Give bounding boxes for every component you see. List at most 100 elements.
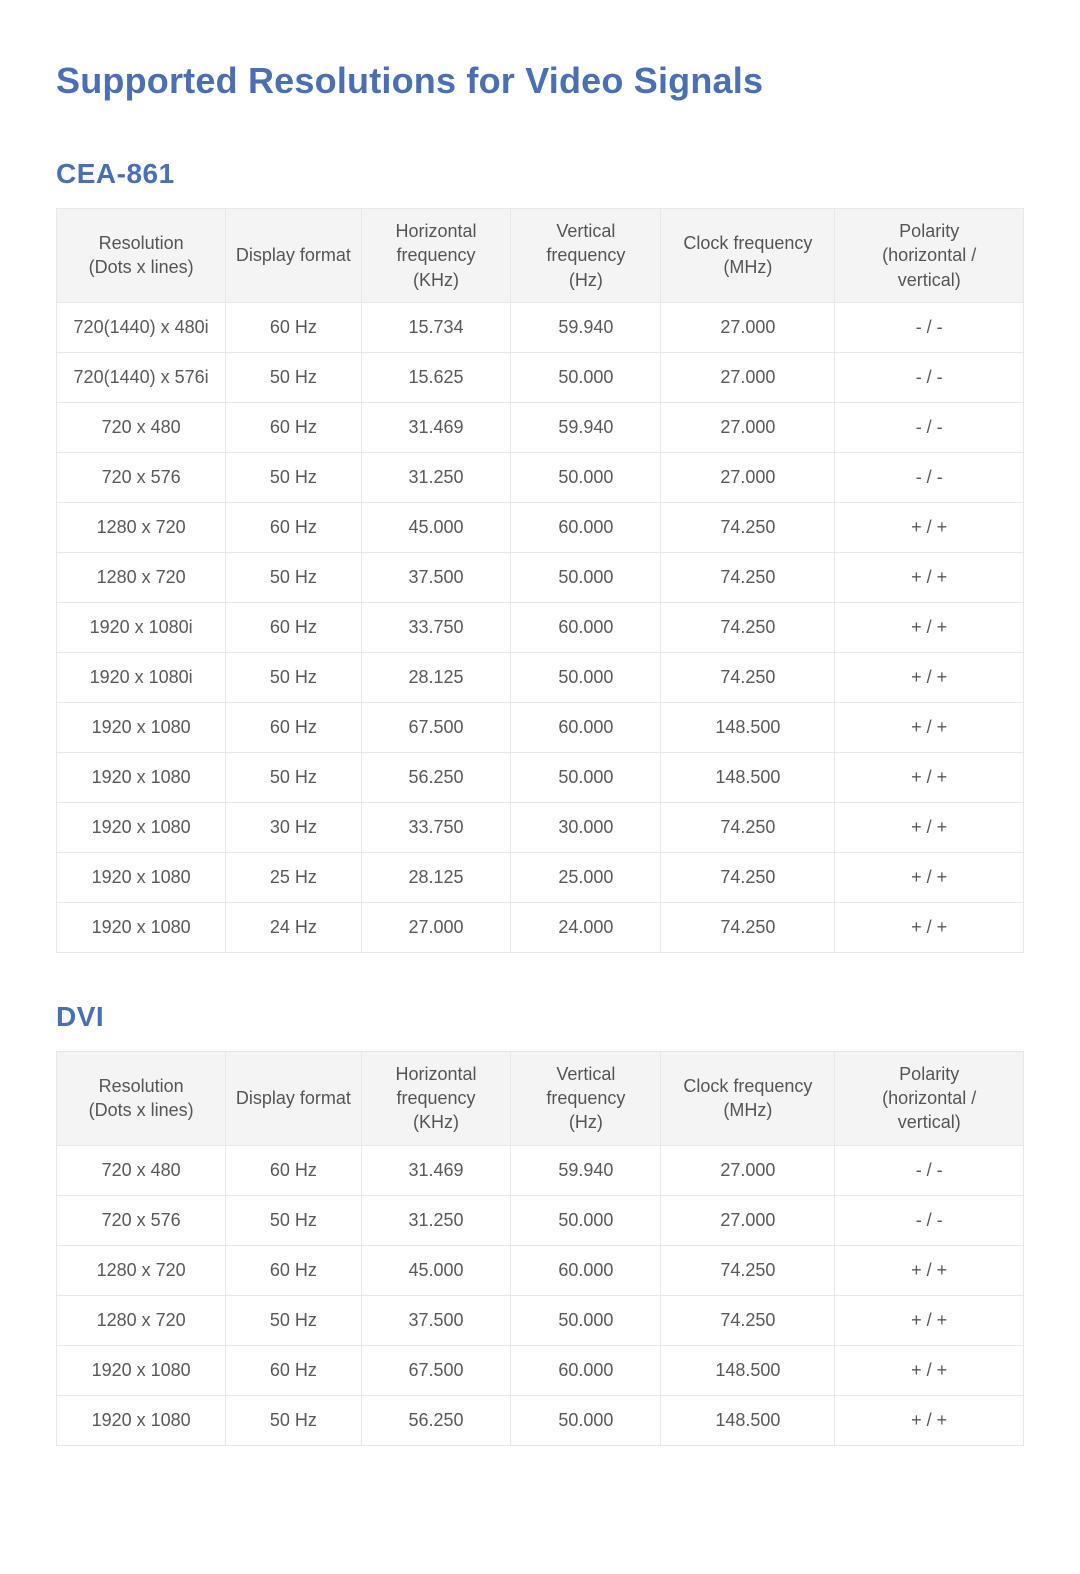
table-cell: 148.500 <box>661 1395 835 1445</box>
table-row: 1280 x 72050 Hz37.50050.00074.250+ / + <box>57 552 1024 602</box>
table-cell: 45.000 <box>361 502 511 552</box>
table-cell: 74.250 <box>661 902 835 952</box>
table-cell: 15.734 <box>361 302 511 352</box>
table-cell: + / + <box>835 1345 1024 1395</box>
table-cell: + / + <box>835 1395 1024 1445</box>
table-cell: 25.000 <box>511 852 661 902</box>
table-cell: 30.000 <box>511 802 661 852</box>
table-cell: 1920 x 1080 <box>57 1395 226 1445</box>
table-cell: 74.250 <box>661 802 835 852</box>
table-cell: 28.125 <box>361 652 511 702</box>
table-cell: 50.000 <box>511 652 661 702</box>
table-cell: 33.750 <box>361 602 511 652</box>
table-cell: + / + <box>835 902 1024 952</box>
column-header: Resolution(Dots x lines) <box>57 1051 226 1145</box>
table-cell: 720(1440) x 576i <box>57 352 226 402</box>
table-cell: 56.250 <box>361 752 511 802</box>
table-cell: 74.250 <box>661 1245 835 1295</box>
table-cell: 60 Hz <box>226 1245 361 1295</box>
table-cell: 27.000 <box>661 302 835 352</box>
table-cell: 37.500 <box>361 1295 511 1345</box>
table-cell: 1280 x 720 <box>57 552 226 602</box>
table-cell: 60.000 <box>511 702 661 752</box>
table-cell: 50.000 <box>511 1295 661 1345</box>
table-cell: 50.000 <box>511 452 661 502</box>
table-cell: 37.500 <box>361 552 511 602</box>
table-cell: + / + <box>835 752 1024 802</box>
table-row: 1920 x 108050 Hz56.25050.000148.500+ / + <box>57 752 1024 802</box>
table-cell: 50.000 <box>511 1195 661 1245</box>
table-cell: 15.625 <box>361 352 511 402</box>
table-cell: 60 Hz <box>226 1345 361 1395</box>
table-cell: 31.250 <box>361 1195 511 1245</box>
table-cell: + / + <box>835 852 1024 902</box>
table-cell: - / - <box>835 352 1024 402</box>
column-header: Polarity(horizontal /vertical) <box>835 1051 1024 1145</box>
table-cell: 74.250 <box>661 502 835 552</box>
table-cell: 60 Hz <box>226 602 361 652</box>
table-cell: 60 Hz <box>226 702 361 752</box>
column-header: Horizontalfrequency(KHz) <box>361 209 511 303</box>
table-cell: + / + <box>835 652 1024 702</box>
table-cell: 60.000 <box>511 1345 661 1395</box>
column-header: Polarity(horizontal /vertical) <box>835 209 1024 303</box>
table-cell: 1920 x 1080 <box>57 752 226 802</box>
table-cell: - / - <box>835 1195 1024 1245</box>
column-header: Verticalfrequency(Hz) <box>511 1051 661 1145</box>
table-cell: 74.250 <box>661 552 835 602</box>
table-cell: 50 Hz <box>226 1295 361 1345</box>
column-header: Clock frequency(MHz) <box>661 209 835 303</box>
table-cell: 67.500 <box>361 1345 511 1395</box>
table-cell: 31.250 <box>361 452 511 502</box>
table-cell: 720 x 576 <box>57 1195 226 1245</box>
table-row: 720 x 48060 Hz31.46959.94027.000- / - <box>57 1145 1024 1195</box>
table-cell: 74.250 <box>661 652 835 702</box>
table-cell: 60.000 <box>511 602 661 652</box>
table-cell: 1920 x 1080i <box>57 602 226 652</box>
table-cell: 45.000 <box>361 1245 511 1295</box>
table-cell: 74.250 <box>661 602 835 652</box>
table-cell: 25 Hz <box>226 852 361 902</box>
table-cell: 50.000 <box>511 352 661 402</box>
table-cell: 148.500 <box>661 1345 835 1395</box>
table-cell: 60.000 <box>511 1245 661 1295</box>
table-cell: 148.500 <box>661 702 835 752</box>
table-cell: + / + <box>835 552 1024 602</box>
table-cell: - / - <box>835 1145 1024 1195</box>
resolution-table: Resolution(Dots x lines)Display formatHo… <box>56 1051 1024 1446</box>
table-row: 720(1440) x 480i60 Hz15.73459.94027.000-… <box>57 302 1024 352</box>
column-header: Clock frequency(MHz) <box>661 1051 835 1145</box>
table-cell: 50 Hz <box>226 1195 361 1245</box>
table-row: 1920 x 108030 Hz33.75030.00074.250+ / + <box>57 802 1024 852</box>
column-header: Horizontalfrequency(KHz) <box>361 1051 511 1145</box>
table-cell: 31.469 <box>361 402 511 452</box>
table-cell: 60 Hz <box>226 302 361 352</box>
table-cell: 1920 x 1080 <box>57 902 226 952</box>
table-cell: 31.469 <box>361 1145 511 1195</box>
table-cell: 67.500 <box>361 702 511 752</box>
table-cell: 24.000 <box>511 902 661 952</box>
table-cell: 50 Hz <box>226 452 361 502</box>
table-cell: 50.000 <box>511 752 661 802</box>
column-header: Display format <box>226 1051 361 1145</box>
table-cell: + / + <box>835 602 1024 652</box>
table-row: 1280 x 72050 Hz37.50050.00074.250+ / + <box>57 1295 1024 1345</box>
table-row: 1920 x 108024 Hz27.00024.00074.250+ / + <box>57 902 1024 952</box>
table-cell: 50 Hz <box>226 552 361 602</box>
table-cell: 74.250 <box>661 852 835 902</box>
table-cell: - / - <box>835 302 1024 352</box>
table-cell: 1920 x 1080 <box>57 1345 226 1395</box>
section-heading: CEA-861 <box>56 158 1024 190</box>
table-cell: 24 Hz <box>226 902 361 952</box>
column-header: Verticalfrequency(Hz) <box>511 209 661 303</box>
table-cell: 60.000 <box>511 502 661 552</box>
table-cell: 56.250 <box>361 1395 511 1445</box>
table-cell: 60 Hz <box>226 1145 361 1195</box>
table-cell: + / + <box>835 702 1024 752</box>
table-cell: - / - <box>835 402 1024 452</box>
table-cell: 33.750 <box>361 802 511 852</box>
column-header: Resolution(Dots x lines) <box>57 209 226 303</box>
table-cell: 1280 x 720 <box>57 1245 226 1295</box>
table-cell: 50 Hz <box>226 752 361 802</box>
table-cell: + / + <box>835 502 1024 552</box>
